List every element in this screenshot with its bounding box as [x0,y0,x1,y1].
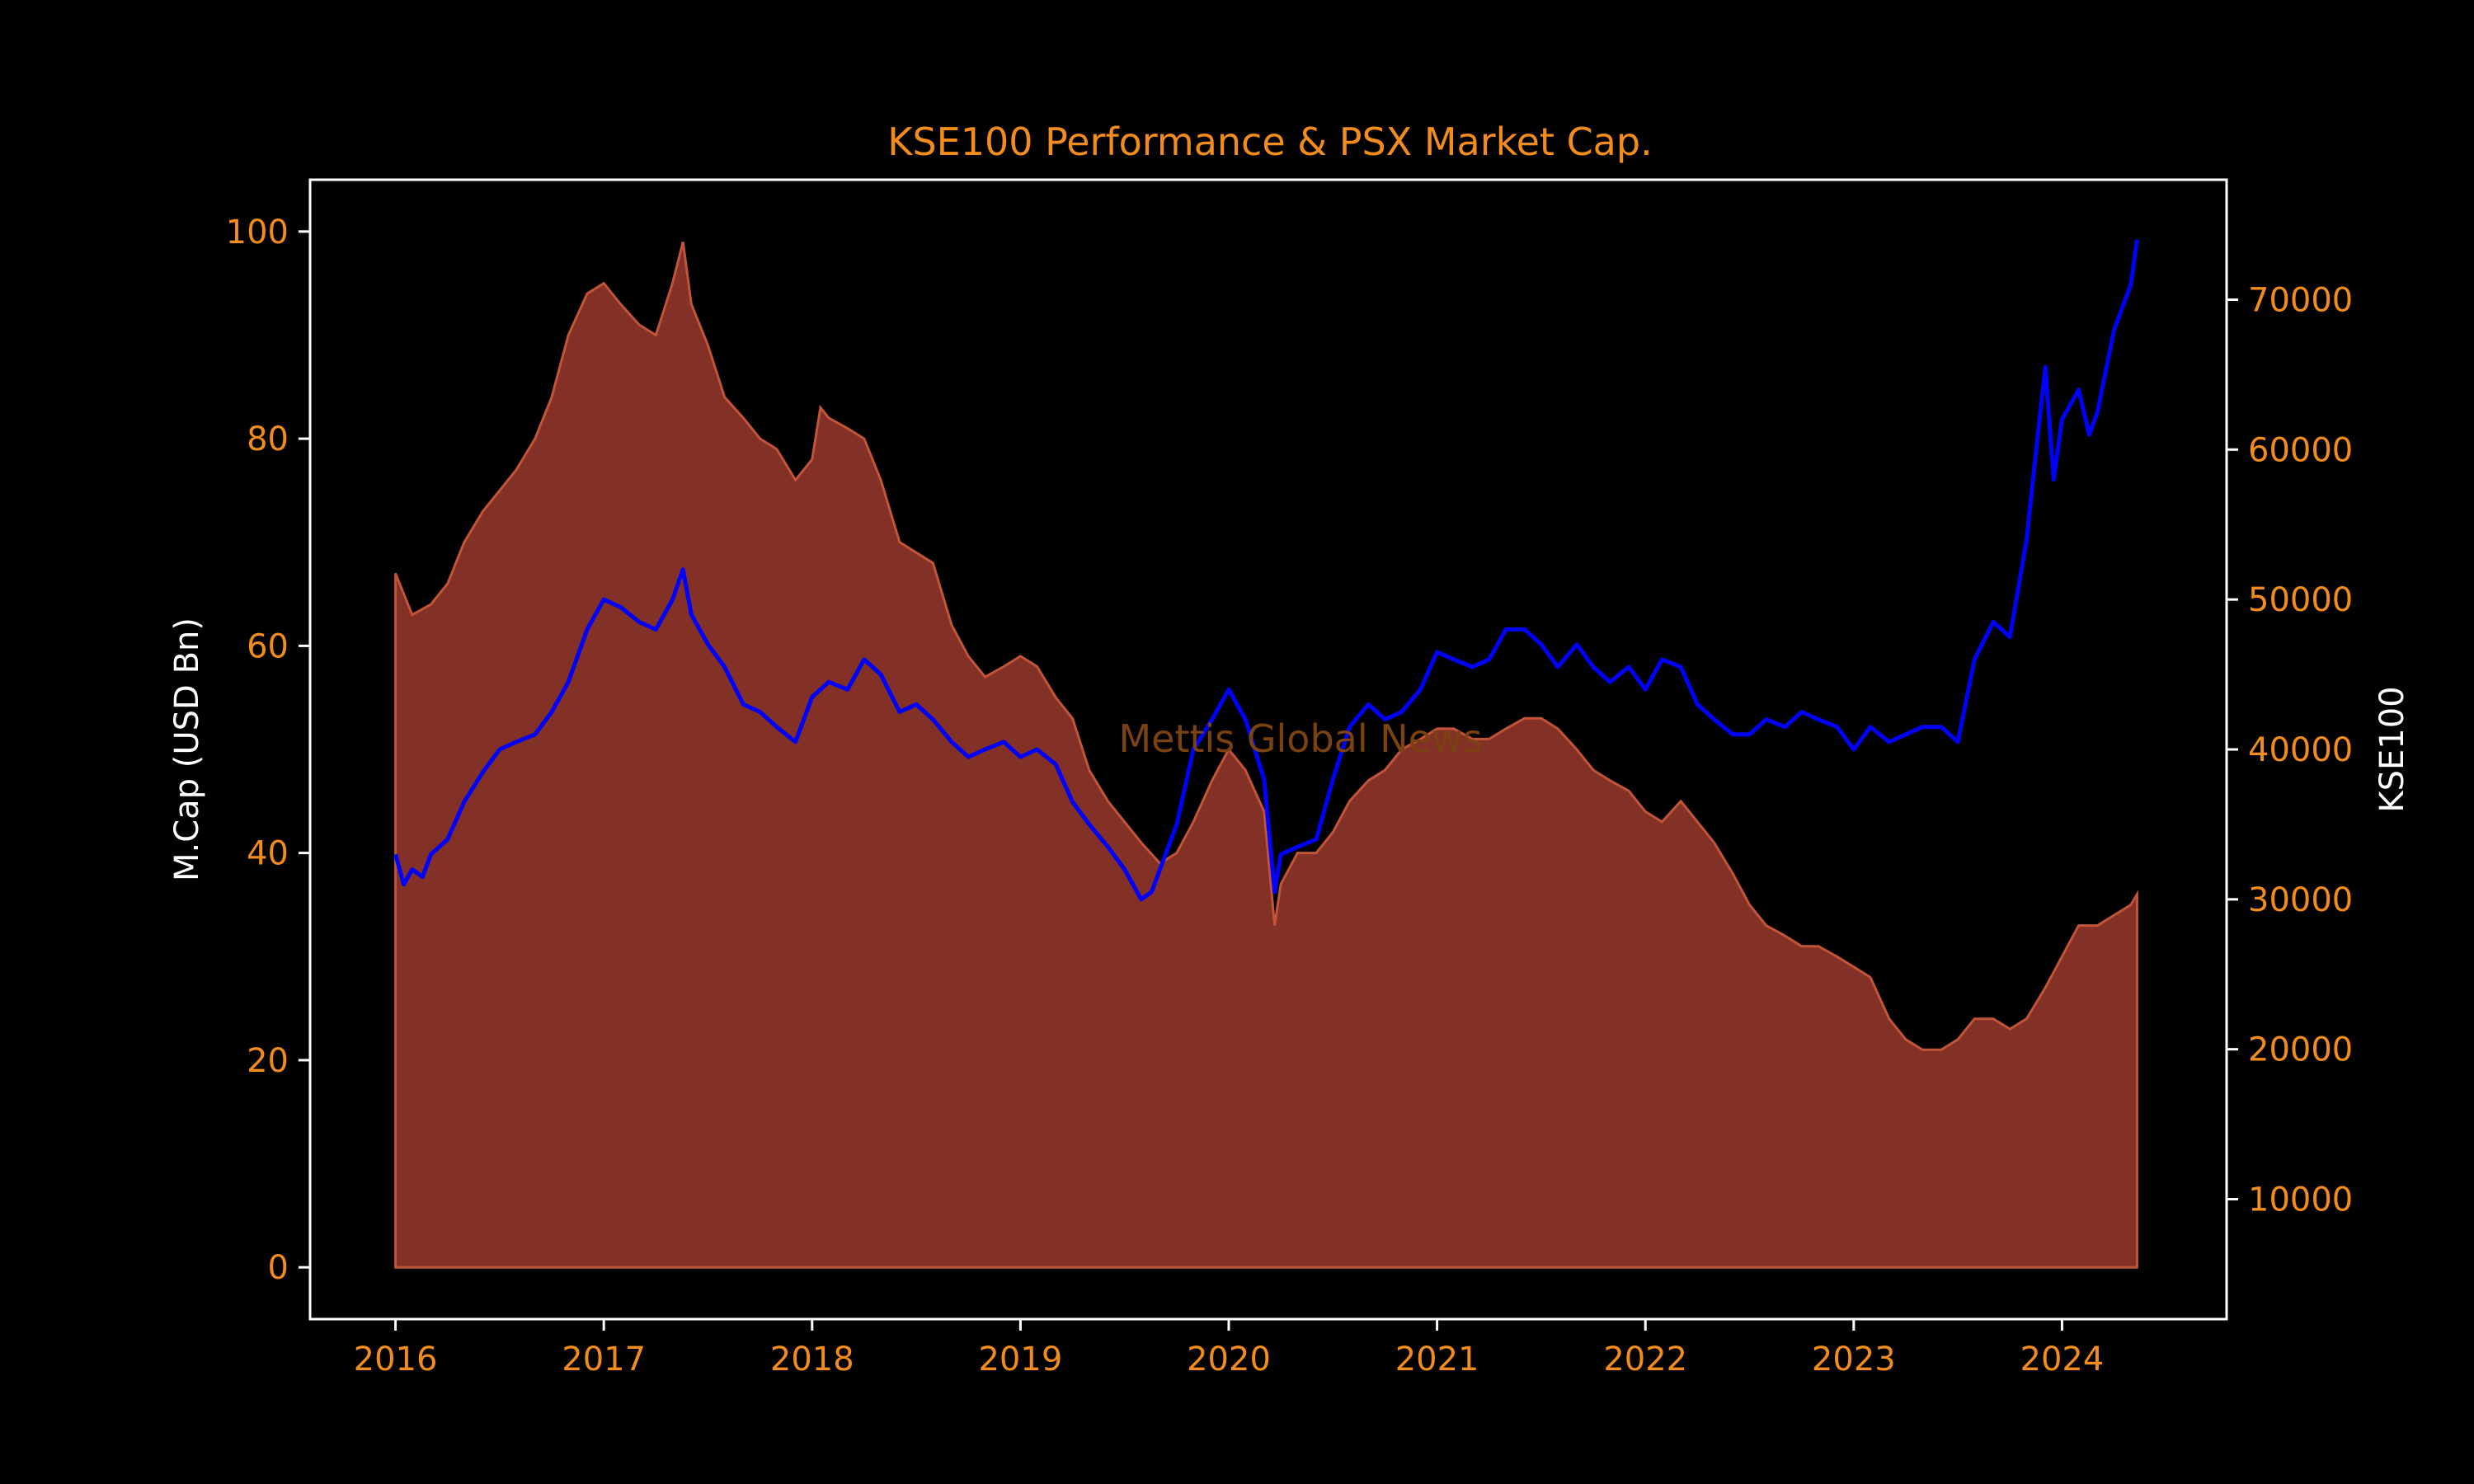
y-left-tick-label: 60 [247,627,289,665]
y-axis-right: 10000 20000 30000 40000 50000 60000 70000 [2227,281,2353,1219]
mcap-area-series [394,242,2138,1269]
y-right-tick-label: 10000 [2248,1181,2353,1219]
y-right-tick-label: 50000 [2248,581,2353,619]
y-right-tick-label: 30000 [2248,881,2353,919]
x-tick-label: 2017 [562,1341,646,1378]
y-left-tick-label: 20 [247,1042,289,1080]
x-tick-label: 2022 [1603,1341,1687,1378]
y-left-tick-label: 100 [226,214,289,251]
y-left-tick-label: 80 [247,420,289,458]
chart-title: KSE100 Performance & PSX Market Cap. [887,120,1652,164]
x-tick-label: 2019 [978,1341,1062,1378]
x-tick-label: 2016 [354,1341,438,1378]
watermark-text: Mettis Global News [1118,716,1482,761]
x-tick-label: 2018 [770,1341,854,1378]
y-left-tick-label: 40 [247,835,289,873]
kse100-line-series [393,239,2139,902]
y-right-tick-label: 60000 [2248,431,2353,469]
y-left-tick-label: 0 [268,1249,289,1287]
y-right-tick-label: 70000 [2248,281,2353,319]
x-tick-label: 2024 [2020,1341,2105,1378]
y-right-tick-label: 20000 [2248,1031,2353,1069]
plot-area [393,239,2139,1269]
x-tick-label: 2020 [1187,1341,1271,1378]
x-tick-label: 2023 [1812,1341,1896,1378]
x-axis: 2016 2017 2018 2019 2020 2021 2022 2023 2024 [354,1319,2105,1378]
y-right-tick-label: 40000 [2248,731,2353,769]
x-tick-label: 2021 [1395,1341,1479,1378]
y-axis-left-label: M.Cap (USD Bn) [168,618,206,881]
y-axis-right-label: KSE100 [2373,686,2411,812]
y-axis-left: 0 20 40 60 80 100 [226,214,310,1287]
